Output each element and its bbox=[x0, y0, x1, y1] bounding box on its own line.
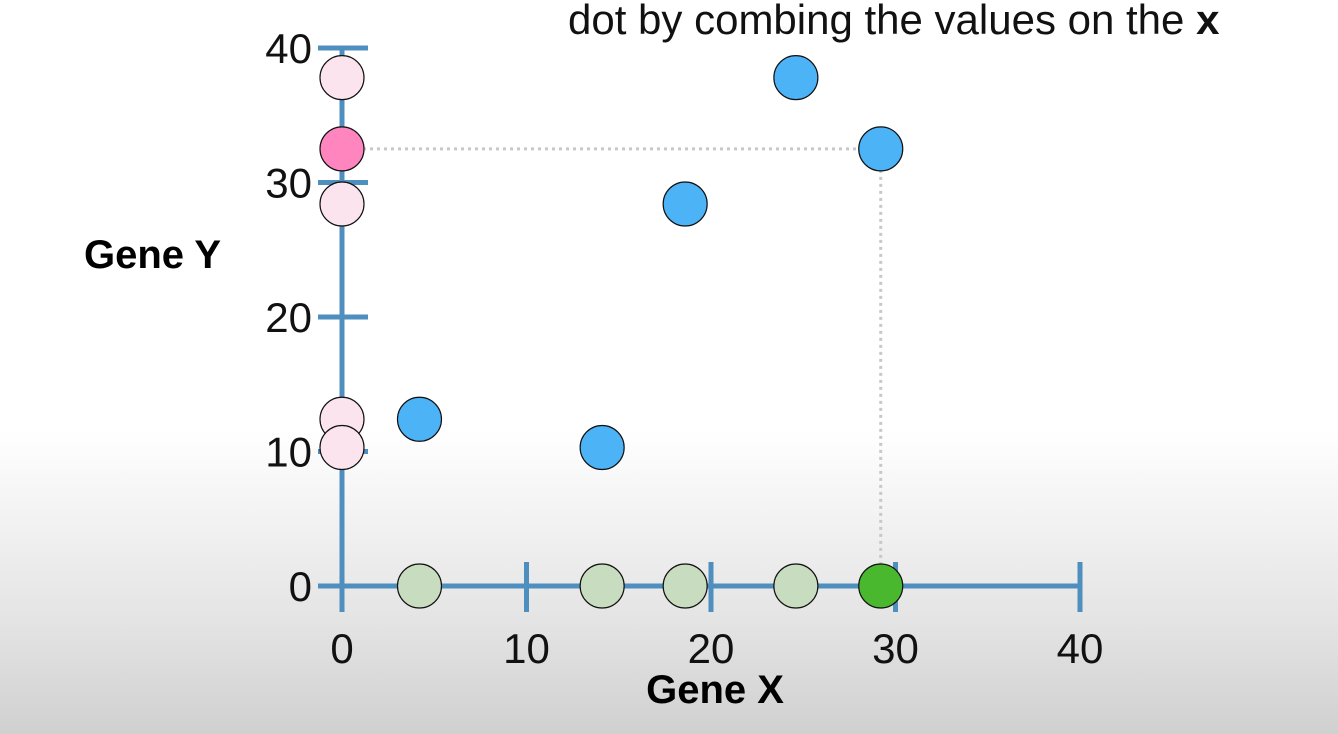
x-tick-label: 20 bbox=[688, 625, 735, 672]
y-tick-label: 20 bbox=[265, 294, 312, 341]
axes bbox=[339, 48, 1080, 612]
projection-guides bbox=[342, 147, 883, 586]
axis-projections bbox=[319, 54, 904, 609]
data-point bbox=[662, 181, 708, 227]
data-point bbox=[773, 54, 819, 101]
y-projection bbox=[319, 54, 365, 101]
data-point bbox=[396, 396, 443, 442]
x-tick-label: 0 bbox=[330, 625, 353, 672]
x-axis-title: Gene X bbox=[646, 668, 784, 712]
x-tick-label: 40 bbox=[1057, 625, 1104, 672]
y-tick-label: 10 bbox=[265, 429, 312, 476]
y-tick-label: 30 bbox=[265, 160, 312, 207]
tick-labels: 0 10 20 30 40 0 10 20 30 40 bbox=[265, 25, 1103, 672]
x-projection bbox=[579, 563, 625, 609]
axis-ticks bbox=[318, 45, 1083, 612]
y-axis-title: Gene Y bbox=[84, 233, 221, 277]
x-tick-label: 10 bbox=[503, 625, 550, 672]
x-projection bbox=[662, 563, 708, 609]
caption-main: dot by combing the values on the bbox=[568, 0, 1185, 43]
x-projection bbox=[396, 563, 443, 609]
x-projection bbox=[773, 563, 819, 609]
x-tick-label: 30 bbox=[872, 625, 919, 672]
x-projection-highlight bbox=[858, 563, 904, 609]
y-projection bbox=[319, 424, 365, 471]
data-point bbox=[579, 424, 625, 471]
caption-text: dot by combing the values on the x bbox=[568, 0, 1338, 48]
y-tick-label: 40 bbox=[265, 25, 312, 72]
data-points bbox=[396, 54, 904, 471]
y-tick-label: 0 bbox=[289, 563, 312, 610]
caption-emphasis: x bbox=[1196, 0, 1220, 43]
data-point-highlight bbox=[858, 126, 904, 172]
y-projection bbox=[319, 181, 365, 227]
y-projection-highlight bbox=[319, 126, 365, 172]
